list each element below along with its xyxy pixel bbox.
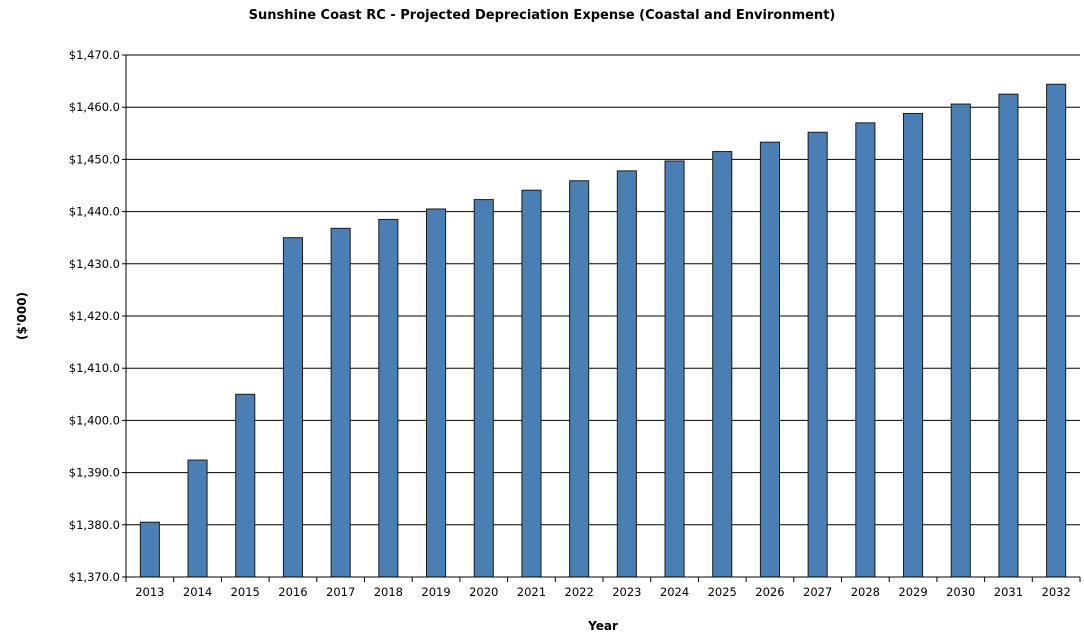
- bar-2016: [282, 237, 303, 578]
- grid-lines: [126, 54, 1080, 578]
- bar-2025: [712, 151, 733, 578]
- axes: [122, 54, 1081, 582]
- x-tick-label-2019: 2019: [421, 585, 450, 599]
- y-axis-label: ($'000): [15, 292, 29, 340]
- bar-2013: [139, 521, 160, 578]
- bar-2014: [187, 459, 208, 578]
- y-tick-label: $1,440.0: [69, 205, 120, 219]
- x-axis-label: Year: [587, 619, 618, 633]
- x-tick-label-2021: 2021: [517, 585, 546, 599]
- x-tick-label-2025: 2025: [708, 585, 737, 599]
- x-tick-label-2030: 2030: [946, 585, 975, 599]
- y-tick-label: $1,410.0: [69, 361, 120, 375]
- x-tick-labels: 2013 2014 2015 2016 2017 2018 2019 2020 2021 2022…: [135, 585, 1071, 599]
- bar-2019: [426, 208, 447, 578]
- y-tick-label: $1,450.0: [69, 152, 120, 166]
- bar-2020: [473, 199, 494, 578]
- bars: [139, 83, 1067, 578]
- x-tick-label-2016: 2016: [278, 585, 307, 599]
- bar-2015: [235, 393, 256, 578]
- bar-2027: [807, 131, 828, 578]
- bar-2023: [616, 170, 637, 578]
- bar-2024: [664, 160, 685, 578]
- x-tick-label-2027: 2027: [803, 585, 832, 599]
- y-tick-label: $1,400.0: [69, 413, 120, 427]
- bar-2032: [1046, 83, 1067, 578]
- y-tick-labels: $1,370.0 $1,380.0 $1,390.0 $1,400.0 $1,410.0…: [69, 48, 120, 584]
- x-tick-label-2032: 2032: [1042, 585, 1071, 599]
- chart-title: Sunshine Coast RC - Projected Depreciati…: [248, 8, 836, 23]
- bar-2030: [950, 103, 971, 578]
- x-tick-label-2017: 2017: [326, 585, 355, 599]
- y-tick-label: $1,390.0: [69, 466, 120, 480]
- x-tick-label-2015: 2015: [231, 585, 260, 599]
- y-tick-label: $1,370.0: [69, 570, 120, 584]
- x-tick-label-2020: 2020: [469, 585, 498, 599]
- bar-2031: [998, 93, 1019, 578]
- y-tick-label: $1,460.0: [69, 100, 120, 114]
- bar-2028: [855, 122, 876, 578]
- y-tick-label: $1,420.0: [69, 309, 120, 323]
- x-tick-label-2031: 2031: [994, 585, 1023, 599]
- x-tick-label-2023: 2023: [612, 585, 641, 599]
- bar-2018: [378, 218, 399, 578]
- bar-2026: [759, 141, 780, 578]
- x-tick-label-2014: 2014: [183, 585, 212, 599]
- y-tick-label: $1,470.0: [69, 48, 120, 62]
- x-tick-label-2026: 2026: [755, 585, 784, 599]
- bar-2022: [569, 180, 590, 578]
- x-tick-label-2022: 2022: [565, 585, 594, 599]
- bar-2029: [903, 112, 924, 578]
- x-tick-label-2013: 2013: [135, 585, 164, 599]
- x-tick-label-2018: 2018: [374, 585, 403, 599]
- bar-2021: [521, 189, 542, 578]
- y-tick-label: $1,430.0: [69, 257, 120, 271]
- x-tick-label-2028: 2028: [851, 585, 880, 599]
- y-tick-label: $1,380.0: [69, 518, 120, 532]
- bar-2017: [330, 227, 351, 578]
- x-tick-label-2029: 2029: [898, 585, 927, 599]
- x-tick-label-2024: 2024: [660, 585, 689, 599]
